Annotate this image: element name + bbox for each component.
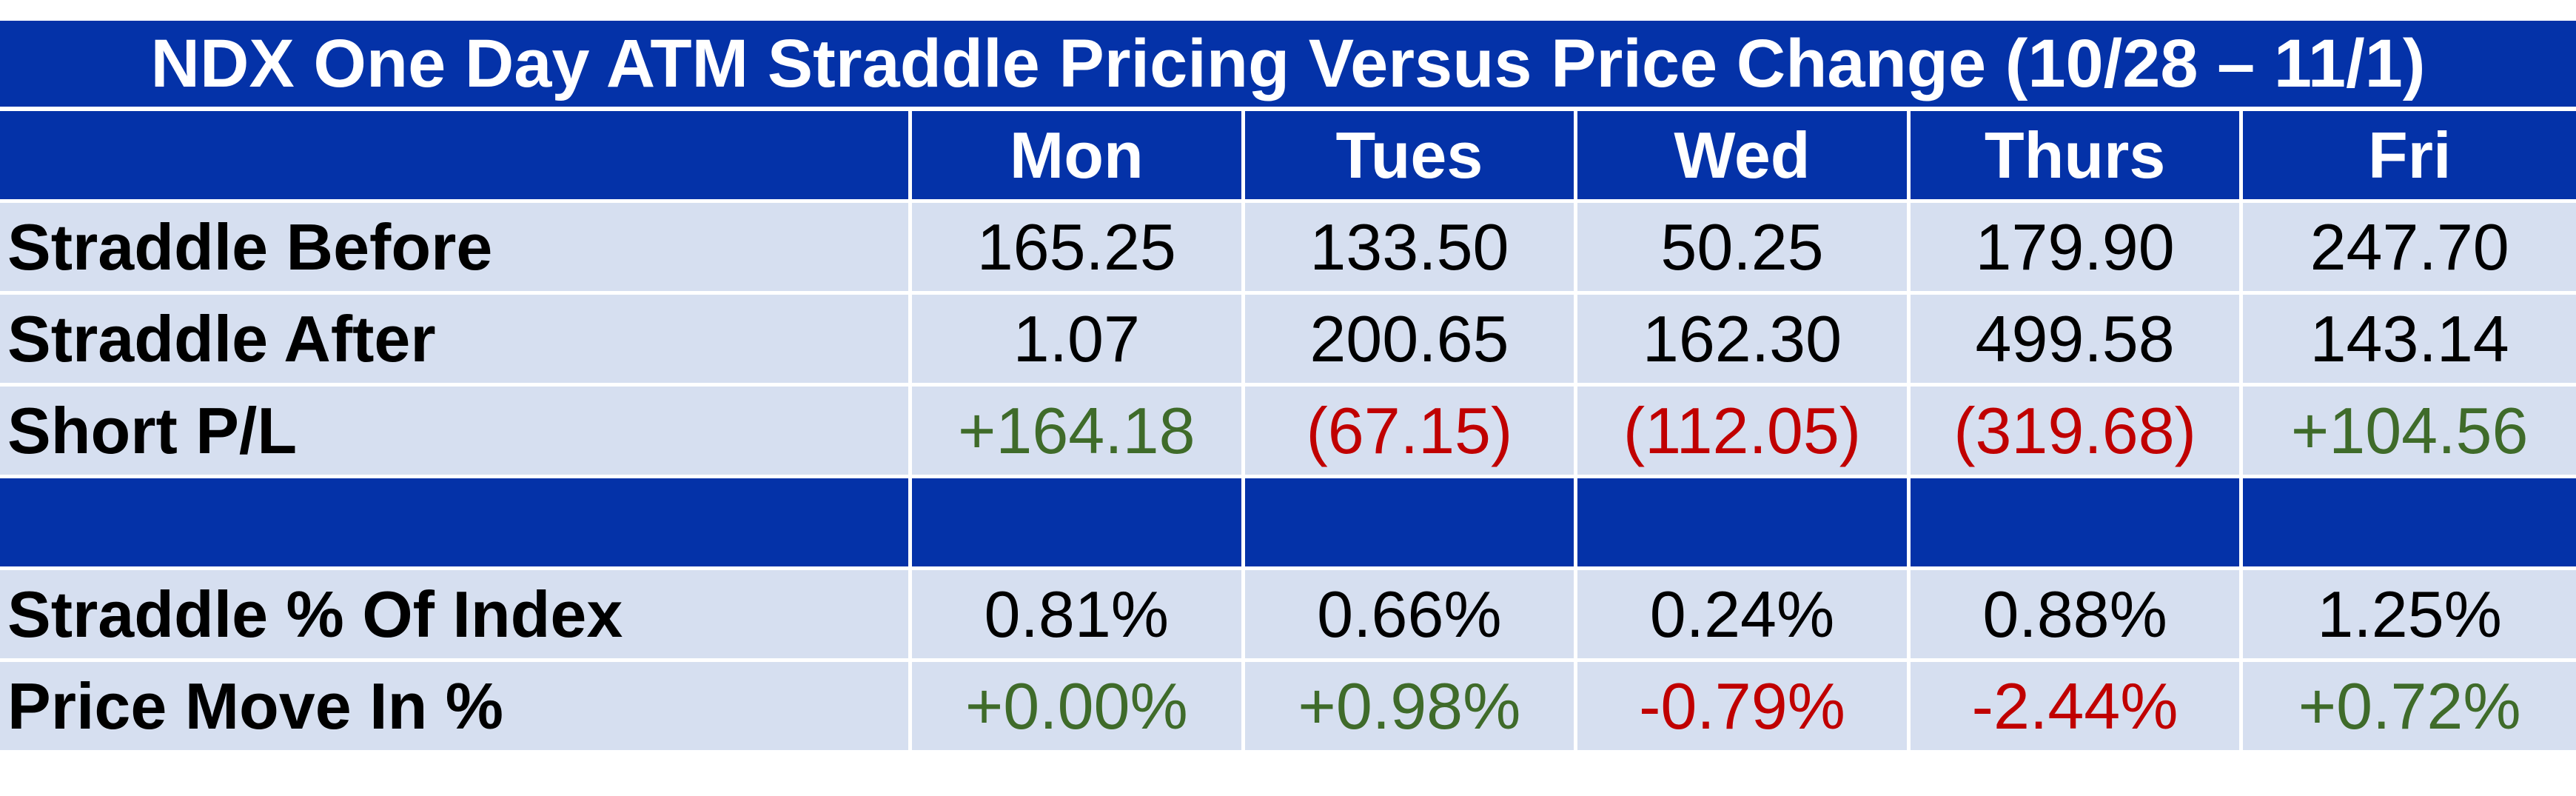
table-cell: 0.24% (1577, 570, 1911, 658)
header-day-fri: Fri (2367, 118, 2452, 192)
table-cell: 133.50 (1245, 203, 1578, 291)
table-cell: 1.07 (912, 295, 1245, 383)
table-cell: 0.66% (1245, 570, 1578, 658)
header-corner-cell (0, 111, 912, 199)
table-cell: 165.25 (912, 203, 1245, 291)
separator-cell (1577, 478, 1911, 566)
table-cell: 200.65 (1245, 295, 1578, 383)
header-day-wed: Wed (1577, 111, 1911, 199)
separator-row (0, 478, 2576, 570)
table-cell: 162.30 (1577, 295, 1911, 383)
row-label: Straddle % Of Index (0, 570, 912, 658)
table-cell: -0.79% (1577, 662, 1911, 750)
separator-cell (1911, 478, 2244, 566)
separator-cell (1245, 478, 1578, 566)
header-row: Mon Tues Wed Thurs Fri (0, 111, 2576, 203)
table-title: NDX One Day ATM Straddle Pricing Versus … (0, 21, 2576, 111)
table-cell: 179.90 (1911, 203, 2244, 291)
table-cell: 0.81% (912, 570, 1245, 658)
table-cell: 1.25% (2317, 577, 2502, 651)
row-label: Straddle Before (0, 203, 912, 291)
table-row-straddle-before: Straddle Before 165.25 133.50 50.25 179.… (0, 203, 2576, 295)
separator-cell (2243, 478, 2576, 566)
table-cell: 143.14 (2310, 301, 2509, 375)
table-cell: 50.25 (1577, 203, 1911, 291)
header-day-tues: Tues (1245, 111, 1578, 199)
header-day-mon: Mon (912, 111, 1245, 199)
table-cell: 0.88% (1911, 570, 2244, 658)
table-row-short-pl: Short P/L +164.18 (67.15) (112.05) (319.… (0, 387, 2576, 478)
straddle-table: NDX One Day ATM Straddle Pricing Versus … (0, 21, 2576, 754)
table-cell: +104.56 (2290, 393, 2529, 467)
row-label: Short P/L (0, 387, 912, 475)
table-cell: (112.05) (1577, 387, 1911, 475)
table-cell: +164.18 (912, 387, 1245, 475)
separator-cell (0, 478, 912, 566)
table-cell: (67.15) (1245, 387, 1578, 475)
table-cell: 499.58 (1911, 295, 2244, 383)
table-row-price-move: Price Move In % +0.00% +0.98% -0.79% -2.… (0, 662, 2576, 754)
table-cell: -2.44% (1911, 662, 2244, 750)
table-cell: +0.72% (2298, 669, 2521, 743)
header-day-thurs: Thurs (1911, 111, 2244, 199)
table-row-straddle-pct: Straddle % Of Index 0.81% 0.66% 0.24% 0.… (0, 570, 2576, 662)
table-cell: (319.68) (1911, 387, 2244, 475)
table-cell: +0.00% (912, 662, 1245, 750)
table-cell: 247.70 (2310, 210, 2509, 284)
separator-cell (912, 478, 1245, 566)
row-label: Straddle After (0, 295, 912, 383)
row-label: Price Move In % (0, 662, 912, 750)
table-cell: +0.98% (1245, 662, 1578, 750)
table-row-straddle-after: Straddle After 1.07 200.65 162.30 499.58… (0, 295, 2576, 387)
